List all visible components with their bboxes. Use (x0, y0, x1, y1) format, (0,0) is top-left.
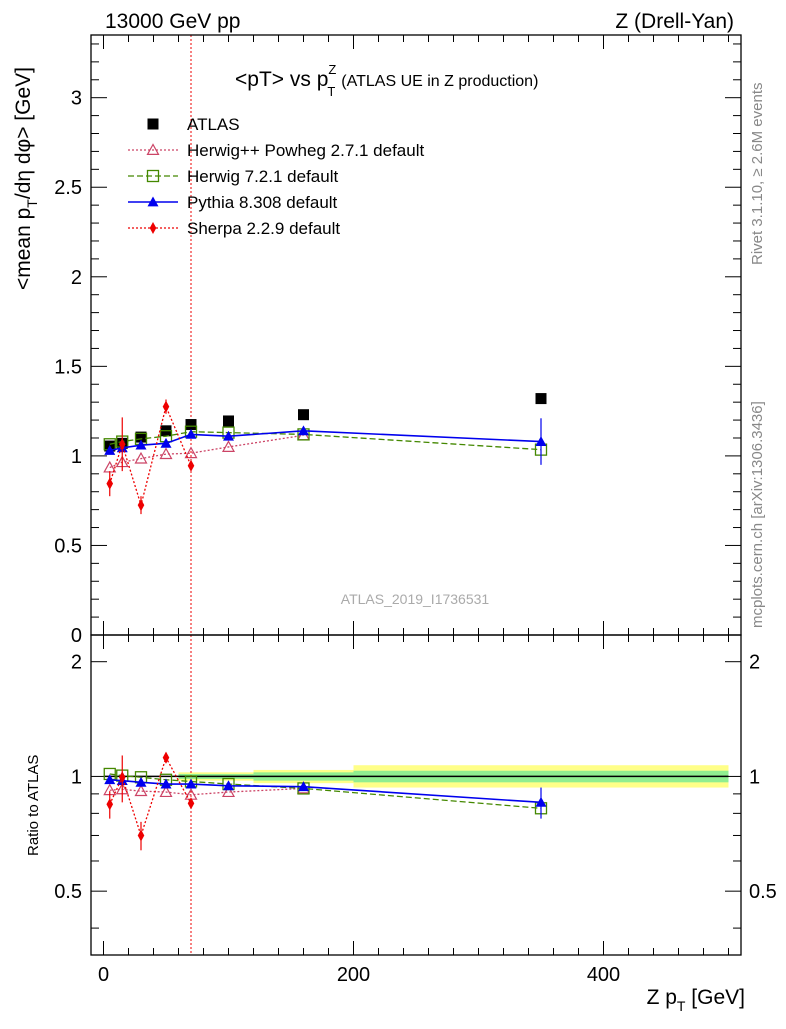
point-pythia (535, 436, 547, 446)
point-atlas (135, 431, 147, 443)
legend-marker-atlas (147, 118, 159, 130)
legend: ATLAS Herwig++ Powheg 2.7.1 default Herwig… (128, 115, 424, 238)
ratio-point-pythia (185, 778, 197, 789)
legend-item-atlas: ATLAS (147, 115, 240, 134)
point-pythia (223, 430, 234, 441)
ratio-y-tick-label-left: 0.5 (54, 881, 82, 903)
point-sherpa (118, 438, 126, 451)
point-herwigpp (134, 451, 148, 464)
ratio-point-sherpa (118, 771, 126, 784)
ratio-point-herwigpp (221, 785, 236, 798)
header-left: 13000 GeV pp (105, 10, 240, 33)
legend-marker-pythia (147, 196, 159, 207)
y-tick-label: 0.5 (54, 535, 82, 557)
y-axis-label-part2: /dη dφ> [GeV] (12, 67, 35, 199)
point-sherpa (187, 459, 195, 472)
mcplots-label: mcplots.cern.ch [arXiv:1306.3436] (749, 401, 766, 628)
ratio-y-tick-label-left: 2 (71, 652, 82, 674)
legend-label-herwigpp: Herwig++ Powheg 2.7.1 default (187, 141, 424, 160)
x-axis-label-part2: [GeV] (685, 986, 745, 1009)
point-pythia (298, 425, 309, 436)
series-pythia (104, 418, 547, 819)
data-series (103, 35, 729, 955)
legend-item-herwigpp: Herwig++ Powheg 2.7.1 default (128, 141, 424, 160)
point-atlas (223, 415, 234, 427)
x-tick-label: 0 (98, 964, 109, 986)
ratio-y-tick-label-left: 1 (71, 766, 82, 788)
plot-title-sub: T (327, 84, 335, 99)
ratio-y-tick-label-right: 1 (749, 766, 760, 788)
ratio-point-pythia (298, 781, 309, 792)
point-pythia (185, 428, 197, 439)
x-axis-label-part1: Z p (647, 986, 677, 1009)
legend-item-herwig7: Herwig 7.2.1 default (128, 167, 338, 186)
ratio-point-sherpa (137, 829, 145, 842)
y-tick-label: 2.5 (54, 177, 82, 199)
legend-item-sherpa: Sherpa 2.2.9 default (128, 219, 340, 238)
ratio-point-herwigpp (134, 784, 148, 797)
point-sherpa (106, 477, 114, 490)
legend-marker-sherpa (149, 221, 157, 235)
legend-label-pythia: Pythia 8.308 default (187, 193, 338, 212)
analysis-watermark: ATLAS_2019_I1736531 (341, 591, 490, 607)
y-tick-label: 1.5 (54, 356, 82, 378)
legend-marker-herwigpp (146, 143, 160, 155)
series-line-herwig7 (109, 431, 542, 451)
ratio-panel-frame (90, 634, 742, 956)
legend-item-pythia: Pythia 8.308 default (128, 193, 338, 212)
y-axis-label: <mean pT/dη dφ> [GeV] (12, 67, 40, 290)
legend-marker-herwig7 (146, 169, 160, 183)
rivet-label: Rivet 3.1.10, ≥ 2.6M events (749, 83, 766, 266)
x-axis-label: Z pT [GeV] (647, 986, 745, 1014)
ratio-point-pythia (160, 778, 172, 789)
ratio-point-pythia (135, 776, 147, 787)
y-axis-label-part1: <mean p (12, 208, 35, 290)
ratio-point-herwigpp (159, 785, 173, 798)
plot-frames (90, 34, 742, 956)
point-atlas (535, 393, 547, 405)
ratio-line-herwig7 (109, 773, 542, 809)
legend-label-sherpa: Sherpa 2.2.9 default (187, 219, 340, 238)
point-atlas (298, 409, 309, 421)
ratio-point-pythia (223, 780, 234, 791)
y-tick-label: 3 (71, 88, 82, 110)
plot-title: <pT> vs pZ T (ATLAS UE in Z production) (235, 62, 538, 99)
point-pythia (135, 439, 147, 450)
series-herwig7 (103, 425, 548, 815)
legend-label-atlas: ATLAS (187, 115, 240, 134)
point-pythia (104, 445, 116, 455)
point-pythia (160, 437, 172, 448)
plot-title-sup: Z (328, 62, 336, 77)
plot-title-extra: (ATLAS UE in Z production) (341, 73, 538, 90)
point-sherpa (162, 400, 170, 413)
ratio-y-tick-label-right: 2 (749, 652, 760, 674)
ratio-y-tick-label-right: 0.5 (749, 881, 777, 903)
point-herwigpp (221, 440, 236, 452)
ratio-y-axis-label: Ratio to ATLAS (25, 755, 42, 856)
ratio-point-sherpa (187, 797, 195, 810)
x-tick-label: 200 (337, 964, 370, 986)
point-herwigpp (184, 446, 198, 459)
y-tick-label: 1 (71, 446, 82, 468)
legend-label-herwig7: Herwig 7.2.1 default (187, 167, 338, 186)
x-tick-label: 400 (587, 964, 620, 986)
axis-ticks: 0 200 400 0 0.5 1 1.5 2 2.5 3 0.5 0.5 1 1 2 2 (54, 35, 777, 986)
x-axis-label-sub: T (677, 998, 686, 1014)
y-axis-label-sub: T (24, 199, 40, 208)
series-line-pythia (109, 430, 542, 452)
ratio-point-sherpa (162, 751, 170, 764)
point-sherpa (137, 499, 145, 512)
y-tick-label: 0 (71, 625, 82, 647)
ratio-point-pythia (104, 774, 116, 785)
header-right: Z (Drell-Yan) (615, 10, 734, 33)
plot-title-main: <pT> vs p (235, 68, 328, 91)
series-atlas (104, 393, 547, 452)
point-herwigpp (159, 447, 173, 460)
point-atlas (185, 419, 197, 431)
ratio-point-sherpa (106, 798, 114, 811)
y-tick-label: 2 (71, 267, 82, 289)
ratio-point-pythia (535, 796, 547, 807)
series-sherpa (106, 399, 195, 851)
